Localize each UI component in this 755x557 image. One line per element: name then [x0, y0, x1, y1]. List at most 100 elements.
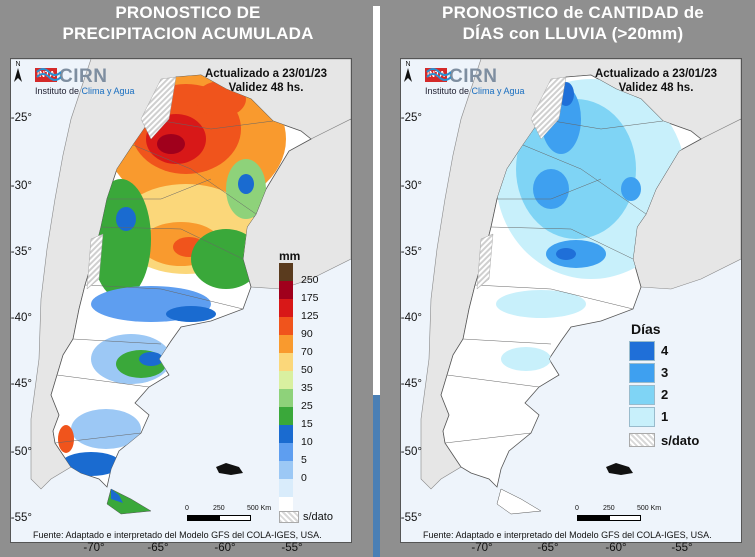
longitude-label: -55°	[671, 542, 693, 554]
legend-tick-label: 0	[301, 472, 307, 484]
scale-zero: 0	[185, 505, 189, 512]
legend-item: 2	[629, 385, 719, 405]
tierra-del-fuego	[496, 488, 542, 515]
latitude-label: -55°	[10, 512, 32, 524]
cirn-wordmark: CIRN	[59, 66, 108, 87]
latitude-label: -55°	[400, 512, 422, 524]
panel-divider-accent	[373, 395, 380, 557]
legend-tick-label: 5	[301, 454, 307, 466]
scale-bar: 0 250 500 Km	[185, 505, 277, 525]
legend-swatch	[629, 407, 655, 427]
legend-tick-label: 175	[301, 292, 319, 304]
malvinas-islands	[216, 463, 243, 475]
north-label: N	[15, 61, 20, 68]
rain-days-panel-title: PRONOSTICO de CANTIDAD de DÍAS con LLUVI…	[408, 2, 738, 44]
longitude-label: -60°	[214, 542, 236, 554]
no-data-label: s/dato	[661, 433, 700, 448]
legend-label: 3	[661, 365, 669, 380]
updated-date: Actualizado a 23/01/23	[204, 68, 328, 80]
legend-swatch	[629, 385, 655, 405]
institute-name: Instituto de Clima y Agua	[425, 86, 525, 96]
longitude-label: -65°	[147, 542, 169, 554]
legend-tick-label: 25	[301, 400, 313, 412]
legend-label: 4	[661, 343, 669, 358]
legend-swatch	[279, 317, 293, 335]
legend-swatch	[279, 461, 293, 479]
no-data-label: s/dato	[303, 511, 333, 523]
precip-map: INTA CIRN Instituto de Clima y Agua Actu…	[10, 58, 352, 543]
legend-swatch	[279, 299, 293, 317]
longitude-label: -70°	[471, 542, 493, 554]
scale-mid: 250	[213, 505, 225, 512]
legend-swatch	[629, 363, 655, 383]
no-data-swatch	[279, 511, 299, 523]
longitude-label: -55°	[281, 542, 303, 554]
latitude-label: -45°	[400, 378, 422, 390]
no-data-area	[86, 233, 104, 290]
latitude-label: -25°	[10, 112, 32, 124]
legend-tick-label: 10	[301, 436, 313, 448]
north-arrow-icon: N	[404, 61, 412, 82]
precip-map-canvas	[11, 59, 351, 542]
tierra-del-fuego-rain	[111, 489, 123, 503]
longitude-label: -60°	[605, 542, 627, 554]
legend-tick-label: 250	[301, 274, 319, 286]
legend-swatch	[279, 281, 293, 299]
rain-days-map: INTA CIRN Instituto de Clima y Agua Actu…	[400, 58, 742, 543]
precip-title-line2: PRECIPITACION ACUMULADA	[62, 24, 314, 43]
latitude-label: -40°	[10, 312, 32, 324]
legend-swatch	[279, 353, 293, 371]
validity: Validez 48 hs.	[618, 82, 694, 94]
no-data-area	[476, 233, 494, 290]
waves-icon	[426, 68, 451, 81]
latitude-label: -35°	[400, 246, 422, 258]
scale-zero: 0	[575, 505, 579, 512]
precip-title-line1: PRONOSTICO DE	[115, 3, 261, 22]
latitude-label: -50°	[10, 446, 32, 458]
latitude-label: -45°	[10, 378, 32, 390]
updated-date: Actualizado a 23/01/23	[594, 68, 718, 80]
legend-tick-label: 50	[301, 364, 313, 376]
legend-swatch	[279, 407, 293, 425]
update-info: Actualizado a 23/01/23 Validez 48 hs.	[191, 67, 341, 95]
cirn-wordmark: CIRN	[449, 66, 498, 87]
source-note: Fuente: Adaptado e interpretado del Mode…	[33, 530, 322, 540]
scale-end: 500 Km	[247, 505, 272, 512]
latitude-label: -25°	[400, 112, 422, 124]
legend-item: 1	[629, 407, 719, 427]
update-info: Actualizado a 23/01/23 Validez 48 hs.	[581, 67, 731, 95]
rain-days-map-canvas	[401, 59, 741, 542]
legend-swatch	[279, 389, 293, 407]
no-data-area	[530, 76, 567, 140]
malvinas-islands	[606, 463, 633, 475]
source-note: Fuente: Adaptado e interpretado del Mode…	[423, 530, 712, 540]
latitude-label: -40°	[400, 312, 422, 324]
province-borders	[444, 118, 664, 444]
legend-swatch	[279, 263, 293, 281]
legend-swatch	[279, 443, 293, 461]
waves-icon	[36, 68, 61, 81]
legend-title: mm	[279, 249, 301, 263]
panel-divider	[373, 6, 380, 395]
legend-tick-label: 70	[301, 346, 313, 358]
legend-tick-label: 90	[301, 328, 313, 340]
province-borders	[54, 118, 274, 444]
legend-swatch	[279, 479, 293, 497]
legend-item: 3	[629, 363, 719, 383]
latitude-label: -50°	[400, 446, 422, 458]
cirn-logo: INTA CIRN Instituto de Clima y Agua	[35, 66, 155, 98]
legend-tick-label: 35	[301, 382, 313, 394]
legend-tick-label: 15	[301, 418, 313, 430]
institute-name: Instituto de Clima y Agua	[35, 86, 135, 96]
legend-item: 4	[629, 341, 719, 361]
no-data-swatch	[629, 433, 655, 447]
north-label: N	[405, 61, 410, 68]
longitude-label: -70°	[83, 542, 105, 554]
north-arrow-icon: N	[14, 61, 22, 82]
rain-days-title-line2: DÍAS con LLUVIA (>20mm)	[462, 24, 684, 43]
cirn-logo: INTA CIRN Instituto de Clima y Agua	[425, 66, 545, 98]
scale-end: 500 Km	[637, 505, 662, 512]
legend-swatch	[279, 425, 293, 443]
legend-tick-label: 125	[301, 310, 319, 322]
validity: Validez 48 hs.	[228, 82, 304, 94]
